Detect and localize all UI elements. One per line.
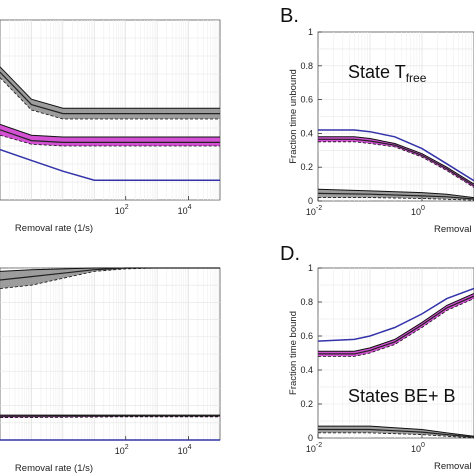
x-tick-base: 10 [178, 446, 188, 456]
y-tick-label: 0.6 [300, 95, 313, 105]
series-line [317, 192, 474, 200]
x-tick-base: 10 [411, 444, 421, 454]
series-0 [0, 66, 220, 120]
x-axis-label: Removal rate (1/s) [15, 463, 93, 474]
x-tick-base: 10 [115, 446, 125, 456]
x-tick-base: 10 [178, 206, 188, 216]
series-band [0, 268, 220, 289]
y-tick-label: 0.4 [300, 365, 313, 375]
state-annotation: State Tfree [348, 62, 427, 85]
y-tick-label: 0.6 [300, 331, 313, 341]
y-axis-label: Fraction time unbound [288, 69, 299, 164]
series-0 [317, 287, 474, 342]
x-axis-label: Removal [434, 461, 472, 472]
series-line [318, 295, 474, 355]
series-0 [318, 129, 474, 182]
y-tick-label: 0.2 [300, 399, 313, 409]
series-line [0, 129, 220, 143]
x-tick-exponent: 4 [188, 204, 192, 211]
x-tick-exponent: 0 [421, 205, 425, 212]
x-tick-exponent: 4 [188, 444, 192, 451]
y-tick-label: 0 [308, 196, 313, 206]
band-upper-edge [0, 66, 220, 109]
band-lower-edge [0, 416, 220, 418]
x-tick-label: 10-2 [306, 205, 322, 217]
y-axis-label: Fraction time bound [288, 311, 299, 395]
x-tick-base: 10 [115, 206, 125, 216]
y-tick-label: 1 [308, 27, 313, 37]
x-tick-label: 102 [115, 204, 129, 216]
x-tick-label: 102 [115, 444, 129, 456]
x-axis-label: Removal rate (1/s) [15, 223, 93, 234]
panel-label: B. [280, 5, 299, 27]
x-tick-base: 10 [411, 207, 421, 217]
band-lower-edge [0, 77, 220, 120]
band-lower-edge [0, 267, 220, 289]
band-lower-edge [318, 298, 474, 357]
band-upper-edge [0, 123, 220, 138]
series-2 [0, 148, 220, 181]
series-1 [318, 136, 474, 188]
band-lower-edge [318, 432, 474, 439]
series-line [318, 428, 474, 438]
x-tick-label: 104 [178, 204, 192, 216]
y-tick-label: 0.4 [300, 128, 313, 138]
series-band [318, 136, 474, 188]
series-line [317, 287, 474, 342]
x-axis-label: Removal [434, 224, 472, 235]
series-band [0, 124, 220, 146]
y-tick-label: 0.8 [300, 297, 313, 307]
x-tick-exponent: 2 [125, 204, 129, 211]
series-2 [317, 188, 474, 201]
x-tick-label: 104 [178, 444, 192, 456]
series-0 [0, 267, 220, 289]
x-tick-label: 10-2 [306, 442, 322, 454]
band-upper-edge [317, 188, 474, 199]
x-tick-exponent: 0 [421, 442, 425, 449]
series-2 [318, 425, 474, 439]
x-tick-label: 100 [411, 442, 425, 454]
x-tick-base: 10 [306, 444, 316, 454]
band-lower-edge [0, 134, 220, 147]
series-1 [0, 123, 220, 147]
x-tick-exponent: -2 [316, 442, 322, 449]
state-annotation: States BE+ B [348, 386, 456, 406]
series-line [318, 138, 474, 187]
y-tick-label: 0.8 [300, 61, 313, 71]
state-annotation-subscript: free [406, 71, 427, 85]
x-tick-exponent: 2 [125, 444, 129, 451]
x-tick-exponent: -2 [316, 205, 322, 212]
state-annotation-main: State T [348, 62, 406, 82]
state-annotation-main: States BE+ B [348, 386, 456, 406]
y-tick-label: 1 [308, 263, 313, 273]
x-tick-label: 100 [411, 205, 425, 217]
band-lower-edge [318, 197, 474, 201]
series-1 [0, 414, 220, 418]
series-line [0, 148, 220, 181]
band-upper-edge [318, 425, 474, 437]
series-line [0, 267, 220, 281]
panel-label: D. [280, 243, 300, 265]
y-tick-label: 0 [308, 433, 313, 443]
band-upper-edge [318, 136, 474, 185]
y-tick-label: 0.2 [300, 162, 313, 172]
x-tick-base: 10 [306, 207, 316, 217]
series-line [318, 129, 474, 182]
band-upper-edge [318, 293, 474, 352]
series-1 [318, 293, 474, 357]
band-lower-edge [318, 141, 474, 188]
series-line [0, 71, 220, 115]
